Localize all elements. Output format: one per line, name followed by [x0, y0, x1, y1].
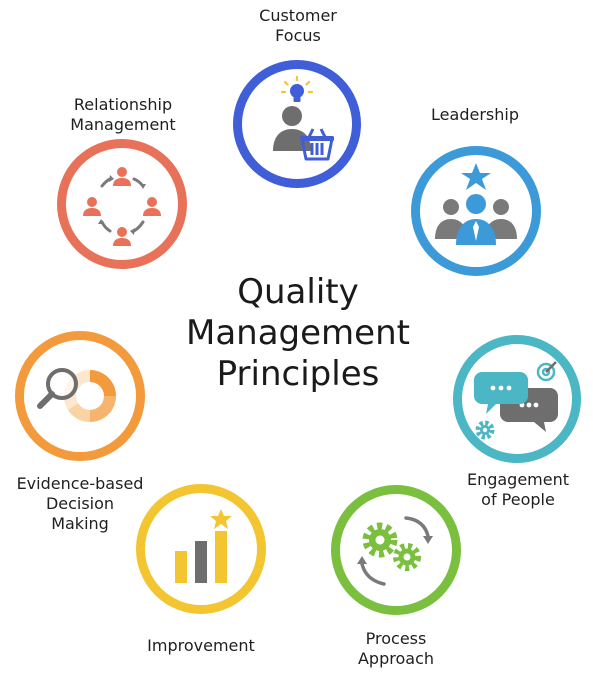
title-line-3: Principles: [216, 354, 380, 394]
diagram-title: Quality Management Principles: [150, 272, 446, 395]
people-cycle-icon: [83, 167, 161, 246]
chat-bubbles-gear-icon: [474, 361, 558, 440]
title-line-1: Quality: [237, 272, 359, 312]
label-engagement-of-people: Engagement of People: [466, 470, 570, 509]
label-leadership: Leadership: [431, 105, 519, 124]
customer-basket-icon: [273, 75, 334, 161]
circle-customer-focus: [233, 60, 361, 188]
title-line-2: Management: [186, 313, 410, 353]
circle-evidence-based-decision-making: [15, 331, 145, 461]
magnifier-donut-chart-icon: [37, 368, 116, 423]
circle-leadership: [411, 146, 541, 276]
label-process-approach: Process Approach: [357, 629, 434, 668]
label-evidence-based-decision-making: Evidence-based Decision Making: [16, 474, 144, 533]
circle-relationship-management: [57, 139, 187, 269]
label-improvement: Improvement: [147, 636, 255, 655]
label-customer-focus: Customer Focus: [259, 6, 337, 45]
circle-engagement-of-people: [453, 335, 581, 463]
circle-process-approach: [331, 485, 461, 615]
label-relationship-management: Relationship Management: [70, 95, 176, 134]
bar-chart-star-icon: [175, 509, 232, 583]
gears-cycle-icon: [357, 516, 433, 586]
leader-team-star-icon: [435, 163, 517, 245]
circle-improvement: [136, 484, 266, 614]
